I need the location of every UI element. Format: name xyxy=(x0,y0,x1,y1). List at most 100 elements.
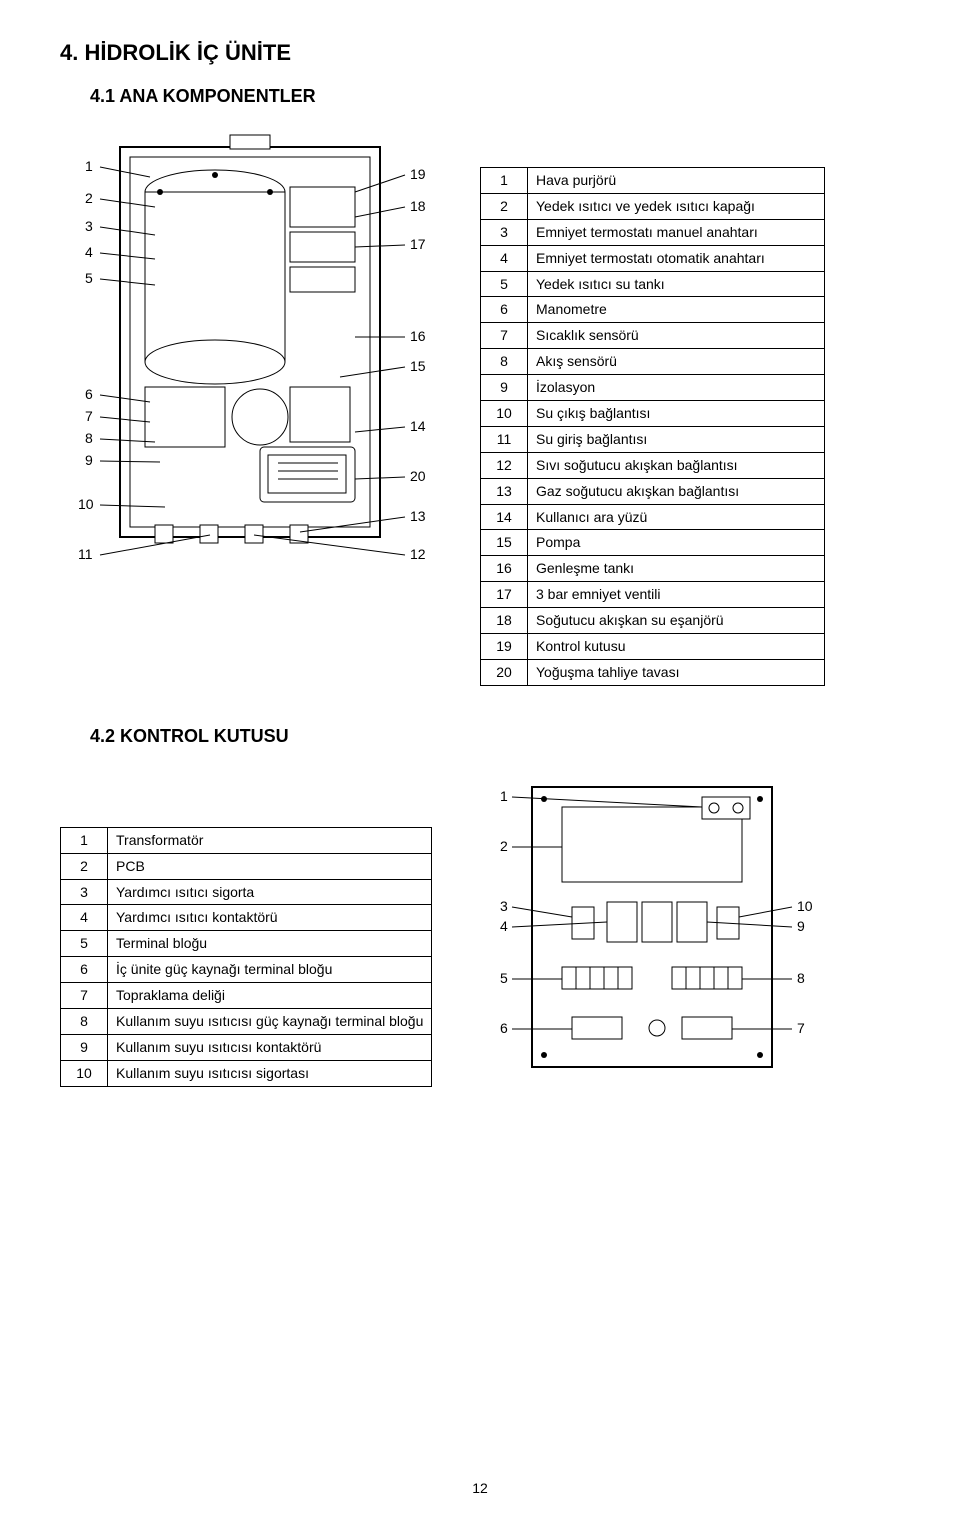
co-14: 14 xyxy=(410,418,426,434)
co-7: 7 xyxy=(85,408,93,424)
table-row: 4Emniyet termostatı otomatik anahtarı xyxy=(481,245,825,271)
co-9: 9 xyxy=(85,452,93,468)
row-num: 20 xyxy=(481,659,528,685)
table-row: 3Yardımcı ısıtıcı sigorta xyxy=(61,879,432,905)
sub41-layout: 1 2 3 4 5 6 7 8 9 10 11 19 18 17 xyxy=(60,127,900,686)
row-desc: Sıvı soğutucu akışkan bağlantısı xyxy=(528,452,825,478)
row-num: 1 xyxy=(481,168,528,194)
co42-3: 3 xyxy=(500,898,508,914)
row-desc: Yardımcı ısıtıcı kontaktörü xyxy=(108,905,432,931)
row-num: 4 xyxy=(481,245,528,271)
table-row: 16Genleşme tankı xyxy=(481,556,825,582)
co42-7: 7 xyxy=(797,1020,805,1036)
row-desc: Kullanım suyu ısıtıcısı güç kaynağı term… xyxy=(108,1009,432,1035)
control-box-diagram: 1 2 3 4 5 6 10 9 8 7 xyxy=(472,767,832,1087)
row-num: 9 xyxy=(61,1034,108,1060)
co42-10: 10 xyxy=(797,898,813,914)
row-desc: Terminal bloğu xyxy=(108,931,432,957)
table-row: 1Hava purjörü xyxy=(481,168,825,194)
co-20: 20 xyxy=(410,468,426,484)
row-desc: Transformatör xyxy=(108,827,432,853)
table-row: 10Kullanım suyu ısıtıcısı sigortası xyxy=(61,1060,432,1086)
row-desc: Kontrol kutusu xyxy=(528,634,825,660)
co42-6: 6 xyxy=(500,1020,508,1036)
row-desc: PCB xyxy=(108,853,432,879)
table-row: 11Su giriş bağlantısı xyxy=(481,426,825,452)
table-row: 6Manometre xyxy=(481,297,825,323)
table-row: 10Su çıkış bağlantısı xyxy=(481,401,825,427)
row-desc: Yoğuşma tahliye tavası xyxy=(528,659,825,685)
table-row: 9İzolasyon xyxy=(481,375,825,401)
sub41-table: 1Hava purjörü2Yedek ısıtıcı ve yedek ısı… xyxy=(480,167,825,686)
row-num: 7 xyxy=(481,323,528,349)
row-desc: Soğutucu akışkan su eşanjörü xyxy=(528,608,825,634)
row-desc: Yedek ısıtıcı su tankı xyxy=(528,271,825,297)
row-num: 6 xyxy=(481,297,528,323)
co-16: 16 xyxy=(410,328,426,344)
row-num: 5 xyxy=(61,931,108,957)
co42-5: 5 xyxy=(500,970,508,986)
row-desc: Kullanıcı ara yüzü xyxy=(528,504,825,530)
row-num: 5 xyxy=(481,271,528,297)
sub41-figure: 1 2 3 4 5 6 7 8 9 10 11 19 18 17 xyxy=(60,127,440,577)
row-desc: Pompa xyxy=(528,530,825,556)
row-num: 12 xyxy=(481,452,528,478)
row-desc: Emniyet termostatı otomatik anahtarı xyxy=(528,245,825,271)
table-row: 19Kontrol kutusu xyxy=(481,634,825,660)
row-desc: Hava purjörü xyxy=(528,168,825,194)
sub42-layout: 1Transformatör 2 PCB3Yardımcı ısıtıcı sigo… xyxy=(60,767,900,1087)
co-18: 18 xyxy=(410,198,426,214)
table-row: 7Sıcaklık sensörü xyxy=(481,323,825,349)
row-desc: Kullanım suyu ısıtıcısı kontaktörü xyxy=(108,1034,432,1060)
co-1: 1 xyxy=(85,158,93,174)
row-desc: Emniyet termostatı manuel anahtarı xyxy=(528,219,825,245)
row-desc: Akış sensörü xyxy=(528,349,825,375)
sub42-table: 1Transformatör2PCB3Yardımcı ısıtıcı sigo… xyxy=(60,827,432,1087)
co-4: 4 xyxy=(85,244,93,260)
co-12: 12 xyxy=(410,546,426,562)
co42-9: 9 xyxy=(797,918,805,934)
co-19: 19 xyxy=(410,166,426,182)
table-row: 8Kullanım suyu ısıtıcısı güç kaynağı ter… xyxy=(61,1009,432,1035)
co42-2: 2 xyxy=(500,838,508,854)
row-desc: 3 bar emniyet ventili xyxy=(528,582,825,608)
table-row: 3Emniyet termostatı manuel anahtarı xyxy=(481,219,825,245)
table-row: 14Kullanıcı ara yüzü xyxy=(481,504,825,530)
row-desc: Yedek ısıtıcı ve yedek ısıtıcı kapağı xyxy=(528,193,825,219)
co-5: 5 xyxy=(85,270,93,286)
table-row: 4Yardımcı ısıtıcı kontaktörü xyxy=(61,905,432,931)
co-17: 17 xyxy=(410,236,426,252)
row-num: 2 xyxy=(481,193,528,219)
row-num: 14 xyxy=(481,504,528,530)
row-desc: Gaz soğutucu akışkan bağlantısı xyxy=(528,478,825,504)
subsection-42-title: 4.2 KONTROL KUTUSU xyxy=(90,726,900,747)
table-row: 13Gaz soğutucu akışkan bağlantısı xyxy=(481,478,825,504)
table-row: 5Terminal bloğu xyxy=(61,931,432,957)
table-row: 18Soğutucu akışkan su eşanjörü xyxy=(481,608,825,634)
table-row: 7Topraklama deliği xyxy=(61,983,432,1009)
table-row: 8Akış sensörü xyxy=(481,349,825,375)
co-11: 11 xyxy=(78,546,93,562)
co-6: 6 xyxy=(85,386,93,402)
co-3: 3 xyxy=(85,218,93,234)
sub42-figure: 1 2 3 4 5 6 10 9 8 7 xyxy=(472,767,832,1087)
page-number: 12 xyxy=(0,1480,960,1496)
row-num: 8 xyxy=(61,1009,108,1035)
row-desc: Manometre xyxy=(528,297,825,323)
row-num: 6 xyxy=(61,957,108,983)
row-num: 15 xyxy=(481,530,528,556)
row-num: 17 xyxy=(481,582,528,608)
co-2: 2 xyxy=(85,190,93,206)
row-desc: Genleşme tankı xyxy=(528,556,825,582)
row-num: 10 xyxy=(481,401,528,427)
row-num: 4 xyxy=(61,905,108,931)
row-desc: Sıcaklık sensörü xyxy=(528,323,825,349)
hydraulic-unit-diagram: 1 2 3 4 5 6 7 8 9 10 11 19 18 17 xyxy=(60,127,440,577)
table-row: 1Transformatör xyxy=(61,827,432,853)
co-13: 13 xyxy=(410,508,426,524)
section-title: 4. HİDROLİK İÇ ÜNİTE xyxy=(60,40,900,66)
table-row: 6İç ünite güç kaynağı terminal bloğu xyxy=(61,957,432,983)
row-num: 3 xyxy=(61,879,108,905)
co-10: 10 xyxy=(78,496,94,512)
co-15: 15 xyxy=(410,358,426,374)
